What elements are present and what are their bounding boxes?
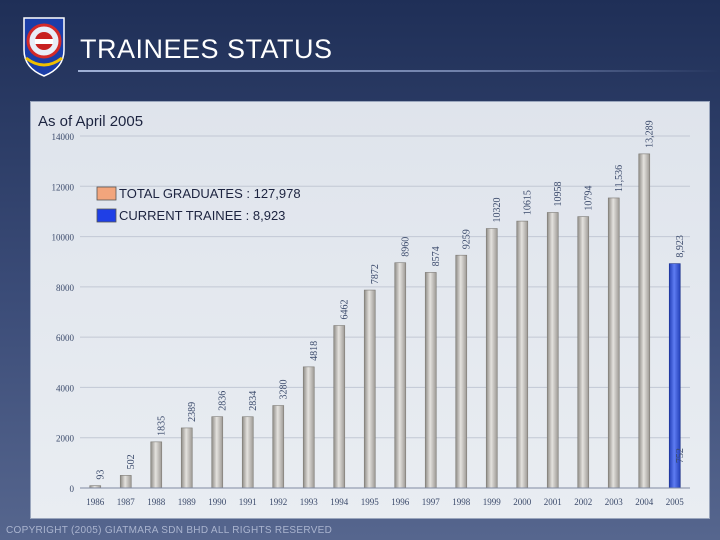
- data-label: 1835: [157, 416, 168, 436]
- x-tick-label: 1988: [147, 497, 166, 507]
- giatmara-logo: [16, 14, 72, 78]
- x-tick-label: 1991: [239, 497, 257, 507]
- data-label: 10958: [553, 181, 564, 206]
- bar-graduates: [363, 289, 376, 489]
- data-label: 2834: [248, 391, 259, 411]
- data-label: 6462: [340, 300, 351, 320]
- x-tick-label: 2004: [635, 497, 654, 507]
- bar-graduates: [333, 325, 346, 489]
- y-tick-label: 12000: [52, 182, 75, 192]
- bar-graduates: [394, 262, 407, 489]
- bar-graduates: [577, 216, 590, 489]
- data-label: 10320: [492, 198, 503, 223]
- x-tick-label: 1987: [117, 497, 136, 507]
- bar-graduates: [241, 416, 254, 489]
- y-tick-label: 0: [70, 484, 75, 494]
- data-label: 752: [675, 448, 686, 463]
- x-tick-label: 1998: [452, 497, 471, 507]
- data-label: 9259: [462, 229, 473, 249]
- data-label: 7872: [370, 264, 381, 284]
- x-tick-label: 2003: [605, 497, 624, 507]
- x-tick-label: 2001: [544, 497, 562, 507]
- data-label: 10794: [584, 186, 595, 211]
- legend-label-graduates: TOTAL GRADUATES : 127,978: [119, 186, 301, 201]
- data-label: 8,923: [675, 235, 686, 258]
- x-tick-label: 2002: [574, 497, 592, 507]
- x-tick-label: 1997: [422, 497, 441, 507]
- bar-graduates: [211, 416, 224, 489]
- x-tick-label: 1994: [330, 497, 349, 507]
- data-label: 8574: [431, 246, 442, 266]
- x-tick-label: 1986: [86, 497, 105, 507]
- bar-graduates: [516, 220, 529, 489]
- data-label: 13,289: [645, 120, 656, 148]
- bar-graduates: [485, 228, 498, 489]
- bar-graduates: [638, 153, 651, 489]
- title-divider: [78, 70, 720, 72]
- data-label: 93: [96, 470, 107, 480]
- legend-label-trainee: CURRENT TRAINEE : 8,923: [119, 208, 285, 223]
- y-tick-label: 14000: [52, 132, 75, 142]
- data-label: 3280: [279, 380, 290, 400]
- y-tick-label: 10000: [52, 233, 75, 243]
- x-tick-label: 1992: [269, 497, 287, 507]
- data-label: 4818: [309, 341, 320, 361]
- bar-graduates: [150, 441, 163, 489]
- x-tick-label: 1999: [483, 497, 502, 507]
- data-label: 11,536: [614, 165, 625, 192]
- legend-swatch-trainee: [96, 208, 117, 223]
- bar-graduates: [119, 475, 132, 489]
- data-label: 8960: [401, 237, 412, 257]
- y-tick-label: 2000: [56, 434, 75, 444]
- x-tick-label: 1989: [178, 497, 197, 507]
- data-label: 502: [126, 454, 137, 469]
- y-tick-label: 4000: [56, 383, 75, 393]
- x-tick-label: 1990: [208, 497, 227, 507]
- y-tick-label: 6000: [56, 333, 75, 343]
- bar-graduates: [272, 405, 285, 489]
- y-tick-label: 8000: [56, 283, 75, 293]
- chart-title: As of April 2005: [38, 113, 143, 130]
- data-label: 2836: [218, 391, 229, 411]
- copyright-footer: COPYRIGHT (2005) GIATMARA SDN BHD ALL RI…: [6, 525, 333, 536]
- bar-graduates: [302, 366, 315, 489]
- x-tick-label: 1996: [391, 497, 410, 507]
- data-label: 2389: [187, 402, 198, 422]
- bar-graduates: [180, 427, 193, 489]
- x-tick-label: 2005: [666, 497, 685, 507]
- chart-legend: TOTAL GRADUATES : 127,978 CURRENT TRAINE…: [96, 186, 301, 223]
- data-label: 10615: [523, 190, 534, 215]
- bar-graduates: [607, 197, 620, 489]
- x-tick-label: 1993: [300, 497, 319, 507]
- legend-swatch-graduates: [96, 186, 117, 201]
- x-tick-label: 1995: [361, 497, 380, 507]
- bar-graduates: [546, 212, 559, 489]
- slide-title: TRAINEES STATUS: [80, 34, 333, 64]
- x-tick-label: 2000: [513, 497, 532, 507]
- bar-graduates: [455, 254, 468, 489]
- bar-graduates: [424, 272, 437, 489]
